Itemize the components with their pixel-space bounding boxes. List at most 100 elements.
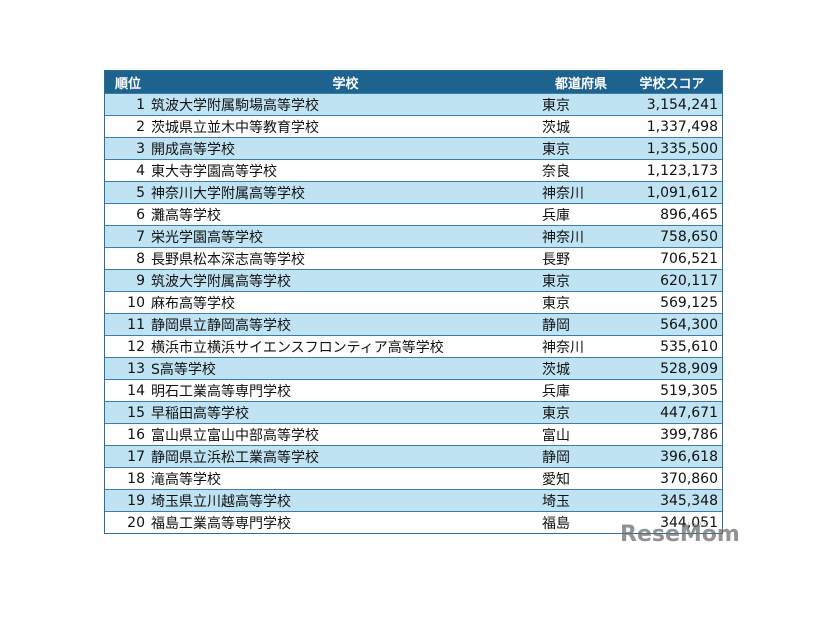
school-cell: 開成高等学校 <box>151 141 235 158</box>
rank-cell: 4 <box>136 162 145 179</box>
table-row: 18 滝高等学校 愛知 370,860 <box>105 467 722 489</box>
table-row: 15 早稲田高等学校 東京 447,671 <box>105 401 722 423</box>
prefecture-cell: 福島 <box>542 515 570 532</box>
header-school: 学校 <box>332 76 359 92</box>
table-row: 20 福島工業高等専門学校 福島 344,051 <box>105 511 722 533</box>
score-cell: 528,909 <box>660 360 718 377</box>
school-cell: 富山県立富山中部高等学校 <box>151 427 319 444</box>
rank-cell: 12 <box>127 338 145 355</box>
table-row: 7 栄光学園高等学校 神奈川 758,650 <box>105 225 722 247</box>
table-row: 1 筑波大学附属駒場高等学校 東京 3,154,241 <box>105 93 722 115</box>
prefecture-cell: 茨城 <box>542 361 570 378</box>
prefecture-cell: 長野 <box>542 251 570 268</box>
rank-cell: 13 <box>127 360 145 377</box>
header-rank: 順位 <box>115 76 142 92</box>
prefecture-cell: 東京 <box>542 295 570 312</box>
prefecture-cell: 兵庫 <box>542 207 570 224</box>
table-body: 1 筑波大学附属駒場高等学校 東京 3,154,241 2 茨城県立並木中等教育学校 茨城 1… <box>105 93 722 533</box>
table-row: 10 麻布高等学校 東京 569,125 <box>105 291 722 313</box>
school-cell: 東大寺学園高等学校 <box>151 163 277 180</box>
rank-cell: 19 <box>127 492 145 509</box>
rank-cell: 11 <box>127 316 145 333</box>
prefecture-cell: 神奈川 <box>542 339 584 356</box>
score-cell: 344,051 <box>660 514 718 531</box>
school-cell: 福島工業高等専門学校 <box>151 515 291 532</box>
score-cell: 3,154,241 <box>646 96 718 113</box>
school-cell: S高等学校 <box>151 361 216 378</box>
resemom-logo: ReseMom <box>620 522 740 547</box>
table-row: 9 筑波大学附属高等学校 東京 620,117 <box>105 269 722 291</box>
school-cell: 神奈川大学附属高等学校 <box>151 185 305 202</box>
table-row: 13 S高等学校 茨城 528,909 <box>105 357 722 379</box>
score-cell: 706,521 <box>660 250 718 267</box>
school-cell: 灘高等学校 <box>151 207 221 224</box>
score-cell: 569,125 <box>660 294 718 311</box>
school-cell: 筑波大学附属高等学校 <box>151 273 291 290</box>
table-row: 19 埼玉県立川越高等学校 埼玉 345,348 <box>105 489 722 511</box>
score-cell: 758,650 <box>660 228 718 245</box>
prefecture-cell: 東京 <box>542 141 570 158</box>
score-cell: 896,465 <box>660 206 718 223</box>
resemom-logo-sub: リセマム <box>684 522 709 529</box>
ranking-table: 順位 学校 都道府県 学校スコア 1 筑波大学附属駒場高等学校 東京 3,154,24… <box>104 70 723 534</box>
rank-cell: 10 <box>127 294 145 311</box>
prefecture-cell: 茨城 <box>542 119 570 136</box>
rank-cell: 9 <box>136 272 145 289</box>
table-row: 17 静岡県立浜松工業高等学校 静岡 396,618 <box>105 445 722 467</box>
table-row: 5 神奈川大学附属高等学校 神奈川 1,091,612 <box>105 181 722 203</box>
table-row: 4 東大寺学園高等学校 奈良 1,123,173 <box>105 159 722 181</box>
score-cell: 1,337,498 <box>646 118 718 135</box>
school-cell: 滝高等学校 <box>151 471 221 488</box>
prefecture-cell: 愛知 <box>542 471 570 488</box>
rank-cell: 18 <box>127 470 145 487</box>
table-row: 11 静岡県立静岡高等学校 静岡 564,300 <box>105 313 722 335</box>
school-cell: 静岡県立浜松工業高等学校 <box>151 449 319 466</box>
table-row: 14 明石工業高等専門学校 兵庫 519,305 <box>105 379 722 401</box>
table-row: 6 灘高等学校 兵庫 896,465 <box>105 203 722 225</box>
rank-cell: 14 <box>127 382 145 399</box>
prefecture-cell: 富山 <box>542 427 570 444</box>
school-cell: 麻布高等学校 <box>151 295 235 312</box>
prefecture-cell: 兵庫 <box>542 383 570 400</box>
prefecture-cell: 東京 <box>542 97 570 114</box>
table-row: 3 開成高等学校 東京 1,335,500 <box>105 137 722 159</box>
header-prefecture: 都道府県 <box>554 76 607 92</box>
table-row: 16 富山県立富山中部高等学校 富山 399,786 <box>105 423 722 445</box>
table-row: 8 長野県松本深志高等学校 長野 706,521 <box>105 247 722 269</box>
score-cell: 535,610 <box>660 338 718 355</box>
school-cell: 早稲田高等学校 <box>151 405 249 422</box>
header-score: 学校スコア <box>639 76 705 92</box>
table-row: 12 横浜市立横浜サイエンスフロンティア高等学校 神奈川 535,610 <box>105 335 722 357</box>
school-cell: 静岡県立静岡高等学校 <box>151 317 291 334</box>
rank-cell: 6 <box>136 206 145 223</box>
school-cell: 長野県松本深志高等学校 <box>151 251 305 268</box>
school-cell: 横浜市立横浜サイエンスフロンティア高等学校 <box>151 339 444 356</box>
score-cell: 396,618 <box>660 448 718 465</box>
school-cell: 筑波大学附属駒場高等学校 <box>151 97 319 114</box>
rank-cell: 7 <box>136 228 145 245</box>
prefecture-cell: 奈良 <box>542 163 570 180</box>
score-cell: 399,786 <box>660 426 718 443</box>
score-cell: 620,117 <box>660 272 718 289</box>
rank-cell: 8 <box>136 250 145 267</box>
score-cell: 1,335,500 <box>646 140 718 157</box>
score-cell: 564,300 <box>660 316 718 333</box>
prefecture-cell: 静岡 <box>542 449 570 466</box>
table-row: 2 茨城県立並木中等教育学校 茨城 1,337,498 <box>105 115 722 137</box>
prefecture-cell: 神奈川 <box>542 229 584 246</box>
table-header: 順位 学校 都道府県 学校スコア <box>105 71 722 93</box>
score-cell: 1,091,612 <box>646 184 718 201</box>
prefecture-cell: 静岡 <box>542 317 570 334</box>
rank-cell: 17 <box>127 448 145 465</box>
school-cell: 栄光学園高等学校 <box>151 229 263 246</box>
score-cell: 370,860 <box>660 470 718 487</box>
score-cell: 1,123,173 <box>646 162 718 179</box>
school-cell: 明石工業高等専門学校 <box>151 383 291 400</box>
prefecture-cell: 東京 <box>542 273 570 290</box>
rank-cell: 20 <box>127 514 145 531</box>
rank-cell: 5 <box>136 184 145 201</box>
score-cell: 519,305 <box>660 382 718 399</box>
prefecture-cell: 東京 <box>542 405 570 422</box>
rank-cell: 3 <box>136 140 145 157</box>
rank-cell: 2 <box>136 118 145 135</box>
